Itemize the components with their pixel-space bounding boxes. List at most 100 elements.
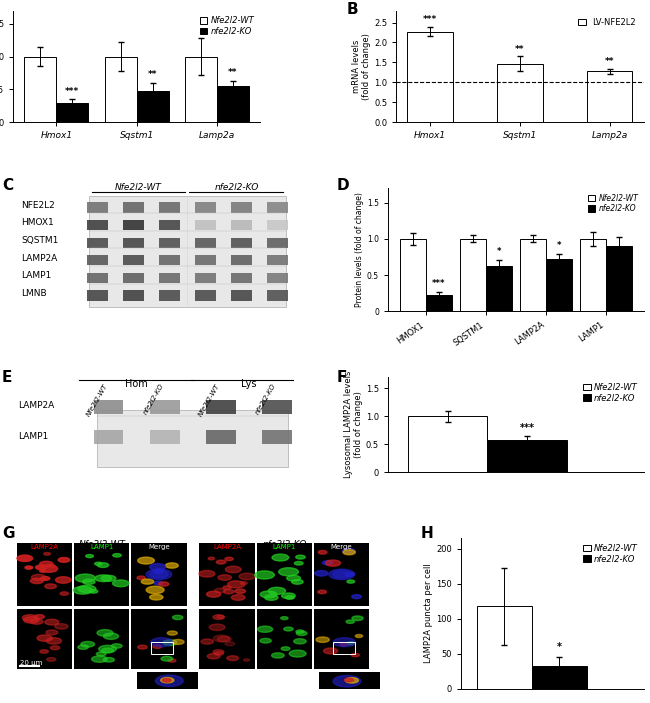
Circle shape [78,585,96,593]
Bar [185,56,217,122]
Bar [587,71,632,122]
Bar [231,255,252,265]
Circle shape [45,584,57,588]
Circle shape [78,645,88,650]
Text: LAMP2A: LAMP2A [31,544,58,550]
Circle shape [279,568,298,576]
Circle shape [326,560,341,566]
Text: 5 μm: 5 μm [105,681,122,688]
Text: Nfe2l2-WT: Nfe2l2-WT [79,540,126,548]
Bar [195,238,216,247]
Circle shape [315,571,328,576]
Bar [257,543,312,606]
Circle shape [99,645,116,652]
Bar [87,273,108,283]
Bar [123,255,144,265]
Y-axis label: mRNA levels
(fold of change): mRNA levels (fold of change) [352,33,371,100]
Circle shape [159,582,169,586]
Circle shape [218,636,231,642]
Circle shape [225,557,233,561]
Circle shape [168,659,176,662]
Circle shape [103,657,114,662]
Circle shape [138,645,147,649]
Bar [89,195,285,307]
Bar [150,430,179,444]
Circle shape [352,595,361,599]
Circle shape [240,581,247,584]
Circle shape [272,653,284,658]
Circle shape [101,575,116,581]
Bar [159,290,180,301]
Circle shape [255,571,274,579]
Circle shape [260,591,277,598]
Bar [123,220,144,230]
Circle shape [292,579,303,584]
Circle shape [25,566,32,569]
Bar [217,86,249,122]
Text: nfe2l2-KO: nfe2l2-KO [263,540,307,548]
Circle shape [103,633,118,639]
Text: Nfe2l2-WT: Nfe2l2-WT [198,383,221,418]
Bar [266,255,288,265]
Text: B: B [347,1,358,17]
Circle shape [150,571,168,578]
Circle shape [318,550,327,554]
Circle shape [213,614,224,619]
Circle shape [287,575,300,581]
Legend: LV-NFE2L2: LV-NFE2L2 [575,15,640,30]
Circle shape [316,637,330,643]
Circle shape [351,653,359,657]
Circle shape [161,678,174,683]
Circle shape [112,580,129,587]
Text: **: ** [148,70,157,79]
Text: D: D [337,179,350,193]
Circle shape [281,647,290,650]
Text: LMNB: LMNB [21,289,47,298]
Bar [105,56,136,122]
Bar [488,440,567,472]
Text: ***: *** [519,423,534,433]
Circle shape [162,678,171,682]
Circle shape [260,638,271,643]
Circle shape [89,590,98,593]
Circle shape [146,586,164,593]
Circle shape [60,592,68,595]
Circle shape [154,569,164,573]
Circle shape [58,557,70,562]
Bar [159,202,180,212]
Circle shape [344,678,354,682]
Text: G: G [2,526,14,541]
Bar [333,643,356,654]
Bar [486,266,512,311]
Circle shape [226,566,241,573]
Text: Hom: Hom [125,379,148,389]
Text: E: E [2,370,12,385]
Circle shape [209,624,225,631]
Bar [87,238,108,247]
Bar [195,255,216,265]
Circle shape [208,557,214,560]
Text: LAMP2A: LAMP2A [21,254,58,263]
Circle shape [46,638,62,644]
Circle shape [333,571,351,578]
Circle shape [356,635,363,638]
Circle shape [37,635,53,641]
Text: LAMP1: LAMP1 [90,544,113,550]
Bar [266,202,288,212]
Bar [74,543,129,606]
Circle shape [318,591,326,594]
Circle shape [45,619,58,625]
Bar [580,239,606,311]
Bar [17,609,72,669]
Circle shape [213,650,224,654]
Bar [136,91,169,122]
Circle shape [268,587,285,595]
Circle shape [41,576,50,581]
Circle shape [207,654,220,659]
Text: nfe2l2-KO: nfe2l2-KO [255,383,277,416]
Circle shape [154,581,162,585]
Circle shape [329,569,354,579]
Y-axis label: Protein levels (fold of change): Protein levels (fold of change) [355,192,364,307]
Bar [266,238,288,247]
Bar [159,273,180,283]
